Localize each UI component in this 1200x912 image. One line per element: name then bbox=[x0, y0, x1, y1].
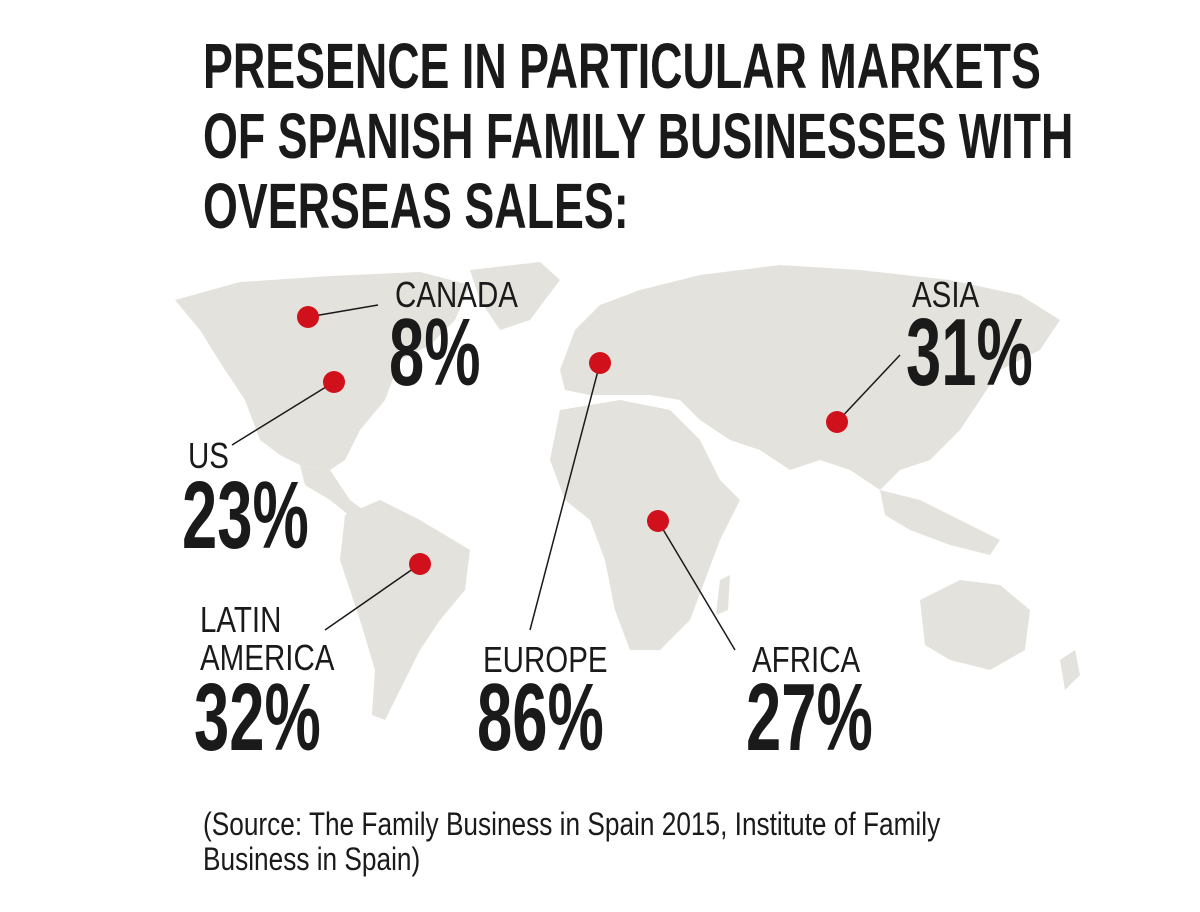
market-label: CANADA bbox=[395, 274, 518, 314]
source: (Source: The Family Business in Spain 20… bbox=[203, 808, 941, 878]
source-line: (Source: The Family Business in Spain 20… bbox=[203, 808, 941, 843]
leader-line bbox=[231, 381, 335, 446]
europe-asia bbox=[560, 265, 1060, 490]
greenland bbox=[470, 262, 560, 330]
market-dot bbox=[647, 510, 669, 532]
market-label: AMERICA bbox=[200, 637, 334, 677]
south-america bbox=[340, 500, 470, 720]
new-zealand bbox=[1060, 650, 1080, 690]
market-dot bbox=[409, 553, 431, 575]
market-dot bbox=[323, 371, 345, 393]
market-value: 32% bbox=[194, 664, 321, 771]
market-value: 31% bbox=[906, 299, 1033, 406]
leader-line bbox=[657, 520, 736, 651]
north-america bbox=[175, 272, 470, 470]
world-map bbox=[175, 262, 1080, 720]
leader-line bbox=[324, 563, 421, 631]
market-label: EUROPE bbox=[483, 639, 608, 679]
market-dot bbox=[297, 306, 319, 328]
title-line: PRESENCE IN PARTICULAR MARKETS bbox=[203, 30, 1041, 102]
market-label: US bbox=[188, 435, 229, 475]
title-line: OF SPANISH FAMILY BUSINESSES WITH bbox=[203, 100, 1073, 172]
market-label: ASIA bbox=[912, 274, 979, 314]
market-value: 27% bbox=[746, 664, 873, 771]
leader-line bbox=[529, 362, 601, 631]
southeast-asia bbox=[880, 490, 1000, 555]
market-value: 86% bbox=[477, 664, 604, 771]
market-value: 23% bbox=[182, 462, 309, 569]
central-america bbox=[300, 465, 370, 520]
market-dot bbox=[826, 411, 848, 433]
australia bbox=[920, 580, 1030, 670]
market-label: AFRICA bbox=[752, 639, 860, 679]
market-label: LATIN bbox=[200, 599, 281, 639]
market-value: 8% bbox=[389, 299, 481, 406]
market-dot bbox=[589, 352, 611, 374]
title-line: OVERSEAS SALES: bbox=[203, 170, 629, 242]
source-line: Business in Spain) bbox=[203, 843, 420, 878]
leader-line bbox=[307, 304, 379, 318]
madagascar bbox=[716, 575, 730, 615]
leader-line bbox=[836, 354, 901, 423]
africa bbox=[550, 400, 740, 650]
